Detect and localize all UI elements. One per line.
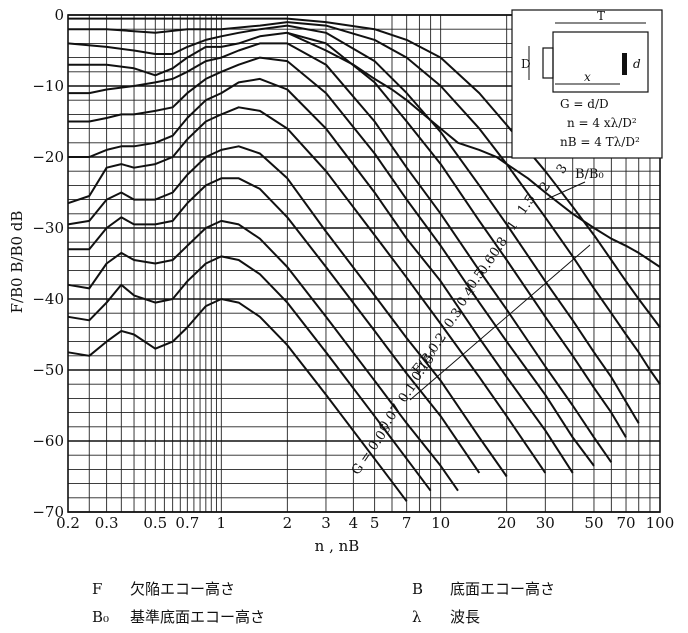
series-line (67, 24, 640, 424)
chart-curve-labels: G = 0.050.070.10.150.20.30.40.50.60.811.… (349, 161, 571, 477)
series-line (68, 77, 574, 474)
curve-label: 3 (554, 161, 571, 176)
x-tick-label: 20 (497, 514, 516, 532)
y-tick-label: −10 (32, 77, 64, 95)
legend-item-b: B 底面エコー高さ (412, 578, 555, 599)
y-tick-label: −50 (32, 361, 64, 379)
curve-label: 0.07 (376, 402, 405, 434)
legend-symbol: λ (412, 608, 422, 626)
x-tick-label: 0.2 (56, 514, 80, 532)
x-tick-label: 0.7 (175, 514, 199, 532)
x-tick-label: 10 (431, 514, 450, 532)
legend-symbol: F (92, 580, 103, 598)
x-tick-label: 50 (584, 514, 603, 532)
inset-x-label: x (584, 70, 591, 84)
chart-curves (67, 17, 661, 502)
legend-item-f: F 欠陥エコー高さ (92, 578, 235, 599)
series-line (68, 17, 661, 328)
y-tick-label: −70 (32, 503, 64, 521)
inset-formula-n: n = 4 xλ/D² (567, 116, 637, 130)
x-tick-label: 30 (536, 514, 555, 532)
inset-diagram: T D x d G = d/D n = 4 xλ/D² nB = 4 Tλ/D² (511, 9, 663, 159)
inset-defect (622, 53, 627, 75)
annotation-b-over-b0: B/B₀ (575, 167, 604, 182)
x-tick-label: 70 (616, 514, 635, 532)
series-line (68, 42, 613, 463)
x-tick-label: 0.3 (95, 514, 119, 532)
x-tick-label: 0.5 (143, 514, 167, 532)
chart-ticks: 0.2 0.3 0.5 0.7 1 2 3 4 5 7 10 20 30 50 70 1000−10−20−3… (32, 6, 674, 532)
x-tick-label: 2 (283, 514, 293, 532)
legend-item-lambda: λ 波長 (412, 606, 480, 627)
plot-frame (67, 14, 661, 513)
series-line (286, 31, 661, 268)
legend-text: 底面エコー高さ (450, 580, 556, 598)
series-line (68, 31, 627, 438)
legend-symbol: B₀ (92, 608, 110, 626)
inset-formula-G: G = d/D (560, 97, 609, 111)
y-tick-label: −60 (32, 432, 64, 450)
annotation-b-leader (544, 181, 586, 201)
x-tick-label: 3 (321, 514, 331, 532)
legend-symbol: B (412, 580, 424, 598)
x-axis-title: n , nB (315, 537, 360, 555)
series-line (68, 177, 481, 474)
series-line (68, 21, 661, 385)
annotation-f-leader (409, 244, 591, 401)
inset-T-label: T (597, 9, 605, 23)
series-line (67, 298, 408, 502)
y-tick-label: −40 (32, 290, 64, 308)
legend-text: 波長 (450, 608, 481, 626)
y-axis-title: F/B0 B/B0 dB (8, 211, 26, 314)
x-tick-label: 1 (217, 514, 227, 532)
legend-text: 欠陥エコー高さ (130, 580, 236, 598)
x-tick-label: 5 (370, 514, 380, 532)
inset-D-label: D (521, 57, 531, 71)
x-tick-label: 4 (349, 514, 359, 532)
x-tick-label: 100 (646, 514, 675, 532)
series-line (67, 255, 432, 492)
legend-text: 基準底面エコー高さ (130, 608, 266, 626)
x-tick-label: 7 (402, 514, 412, 532)
series-line (67, 106, 547, 474)
inset-d-label: d (633, 57, 641, 71)
series-line (67, 145, 508, 478)
legend-item-b0: B₀ 基準底面エコー高さ (92, 606, 265, 627)
inset-formula-nB: nB = 4 Tλ/D² (560, 135, 640, 149)
series-line (68, 56, 595, 467)
y-tick-label: −20 (32, 148, 64, 166)
inset-probe (542, 47, 554, 79)
series-line (67, 219, 459, 492)
chart: 0.2 0.3 0.5 0.7 1 2 3 4 5 7 10 20 30 50 70 1000−10−20−3… (8, 6, 674, 555)
y-tick-label: 0 (54, 6, 64, 24)
y-tick-label: −30 (32, 219, 64, 237)
